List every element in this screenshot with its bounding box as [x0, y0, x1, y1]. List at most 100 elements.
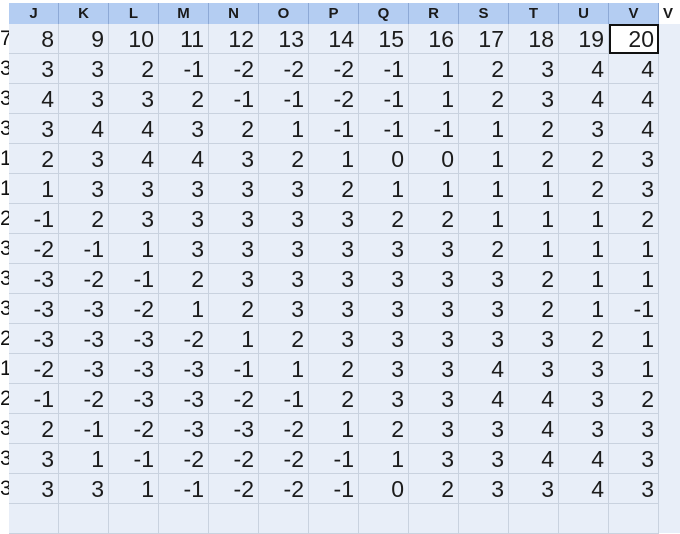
cell-p-10[interactable]: 3	[309, 324, 359, 354]
cell-s-12[interactable]: 4	[459, 384, 509, 414]
cell-v-8[interactable]: 1	[609, 264, 659, 294]
cell-p-4[interactable]: 1	[309, 144, 359, 174]
cell-o-0[interactable]: 13	[259, 24, 309, 54]
cell-q-14[interactable]: 1	[359, 444, 409, 474]
row-number-fragment[interactable]: 3	[0, 447, 9, 470]
cell-v-1[interactable]: 4	[609, 54, 659, 84]
cell-u-14[interactable]: 4	[559, 444, 609, 474]
cell-t-9[interactable]: 2	[509, 294, 559, 324]
cell-o-6[interactable]: 3	[259, 204, 309, 234]
cell-o-5[interactable]: 3	[259, 174, 309, 204]
cell-j-9[interactable]: -3	[9, 294, 59, 324]
cell-v-5[interactable]: 3	[609, 174, 659, 204]
row-number-fragment[interactable]: 1	[0, 357, 9, 380]
cell-q-4[interactable]: 0	[359, 144, 409, 174]
row-number-fragment[interactable]: 1	[0, 177, 9, 200]
cell-r-8[interactable]: 3	[409, 264, 459, 294]
cell-t-13[interactable]: 4	[509, 414, 559, 444]
cell-p-8[interactable]: 3	[309, 264, 359, 294]
cell-m-6[interactable]: 3	[159, 204, 209, 234]
cell-n-12[interactable]: -2	[209, 384, 259, 414]
column-header-t[interactable]: T	[509, 3, 559, 24]
cell-s-5[interactable]: 1	[459, 174, 509, 204]
cell-s-3[interactable]: 1	[459, 114, 509, 144]
cell-s-0[interactable]: 17	[459, 24, 509, 54]
cell-o-11[interactable]: 1	[259, 354, 309, 384]
cell-r-7[interactable]: 3	[409, 234, 459, 264]
cell-n-1[interactable]: -2	[209, 54, 259, 84]
cell-o-12[interactable]: -1	[259, 384, 309, 414]
cell-p-6[interactable]: 3	[309, 204, 359, 234]
cell-k-15[interactable]: 3	[59, 474, 109, 504]
cell-s-9[interactable]: 3	[459, 294, 509, 324]
cell-l-12[interactable]: -3	[109, 384, 159, 414]
cell-m-14[interactable]: -2	[159, 444, 209, 474]
cell-v-0[interactable]: 20	[609, 24, 659, 54]
cell-k-14[interactable]: 1	[59, 444, 109, 474]
row-number-fragment[interactable]: 3	[0, 237, 9, 260]
cell-u-8[interactable]: 1	[559, 264, 609, 294]
cell-s-2[interactable]: 2	[459, 84, 509, 114]
cell-s-16[interactable]	[459, 504, 509, 534]
cell-s-7[interactable]: 2	[459, 234, 509, 264]
cell-l-8[interactable]: -1	[109, 264, 159, 294]
cell-m-0[interactable]: 11	[159, 24, 209, 54]
cell-j-6[interactable]: -1	[9, 204, 59, 234]
cell-l-9[interactable]: -2	[109, 294, 159, 324]
cell-q-3[interactable]: -1	[359, 114, 409, 144]
cell-k-13[interactable]: -1	[59, 414, 109, 444]
cell-u-9[interactable]: 1	[559, 294, 609, 324]
cell-k-0[interactable]: 9	[59, 24, 109, 54]
cell-o-14[interactable]: -2	[259, 444, 309, 474]
cell-j-12[interactable]: -1	[9, 384, 59, 414]
cell-k-5[interactable]: 3	[59, 174, 109, 204]
cell-s-4[interactable]: 1	[459, 144, 509, 174]
cell-t-3[interactable]: 2	[509, 114, 559, 144]
cell-p-11[interactable]: 2	[309, 354, 359, 384]
cell-q-11[interactable]: 3	[359, 354, 409, 384]
column-header-u[interactable]: U	[559, 3, 609, 24]
cell-t-1[interactable]: 3	[509, 54, 559, 84]
row-number-fragment[interactable]: 3	[0, 417, 9, 440]
cell-j-3[interactable]: 3	[9, 114, 59, 144]
cell-r-0[interactable]: 16	[409, 24, 459, 54]
cell-s-13[interactable]: 3	[459, 414, 509, 444]
row-number-fragment[interactable]: 3	[0, 267, 9, 290]
cell-q-0[interactable]: 15	[359, 24, 409, 54]
cell-j-15[interactable]: 3	[9, 474, 59, 504]
cell-o-10[interactable]: 2	[259, 324, 309, 354]
cell-v-15[interactable]: 3	[609, 474, 659, 504]
cell-p-7[interactable]: 3	[309, 234, 359, 264]
cell-v-2[interactable]: 4	[609, 84, 659, 114]
cell-u-4[interactable]: 2	[559, 144, 609, 174]
cell-o-7[interactable]: 3	[259, 234, 309, 264]
cell-k-9[interactable]: -3	[59, 294, 109, 324]
cell-q-7[interactable]: 3	[359, 234, 409, 264]
cell-n-4[interactable]: 3	[209, 144, 259, 174]
cell-v-11[interactable]: 1	[609, 354, 659, 384]
cell-q-8[interactable]: 3	[359, 264, 409, 294]
cell-p-0[interactable]: 14	[309, 24, 359, 54]
cell-o-8[interactable]: 3	[259, 264, 309, 294]
cell-u-12[interactable]: 3	[559, 384, 609, 414]
cell-n-15[interactable]: -2	[209, 474, 259, 504]
cell-q-5[interactable]: 1	[359, 174, 409, 204]
cell-r-6[interactable]: 2	[409, 204, 459, 234]
cell-r-1[interactable]: 1	[409, 54, 459, 84]
cell-j-1[interactable]: 3	[9, 54, 59, 84]
column-header-n[interactable]: N	[209, 3, 259, 24]
cell-v-3[interactable]: 4	[609, 114, 659, 144]
cell-j-7[interactable]: -2	[9, 234, 59, 264]
cell-r-16[interactable]	[409, 504, 459, 534]
cell-t-16[interactable]	[509, 504, 559, 534]
cell-p-2[interactable]: -2	[309, 84, 359, 114]
cell-l-10[interactable]: -3	[109, 324, 159, 354]
row-number-fragment[interactable]: 1	[0, 147, 9, 170]
cell-r-15[interactable]: 2	[409, 474, 459, 504]
cell-m-2[interactable]: 2	[159, 84, 209, 114]
cell-u-2[interactable]: 4	[559, 84, 609, 114]
cell-v-6[interactable]: 2	[609, 204, 659, 234]
cell-m-13[interactable]: -3	[159, 414, 209, 444]
cell-j-13[interactable]: 2	[9, 414, 59, 444]
cell-m-15[interactable]: -1	[159, 474, 209, 504]
